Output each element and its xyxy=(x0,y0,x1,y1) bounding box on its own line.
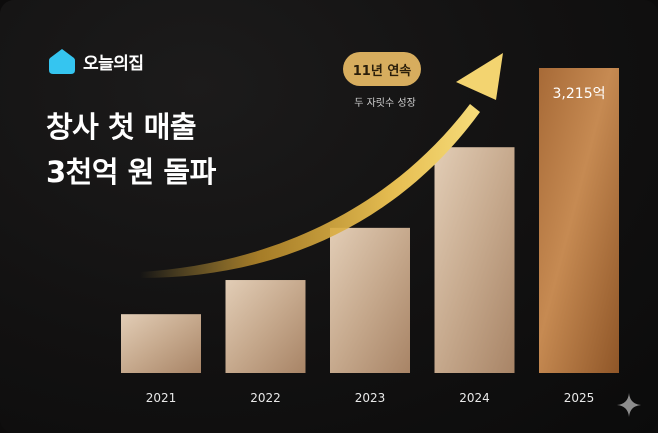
growth-badge: 11년 연속 xyxy=(343,52,421,86)
headline-line-1: 창사 첫 매출 xyxy=(46,110,197,144)
trend-arrow-body xyxy=(140,104,480,278)
headline-line-2: 3천억 원 돌파 xyxy=(46,155,216,189)
x-tick-label: 2025 xyxy=(564,391,595,405)
house-icon xyxy=(49,49,75,74)
bar-2023 xyxy=(330,227,410,373)
bar-2024 xyxy=(434,147,515,373)
brand-name: 오늘의집 xyxy=(83,53,144,74)
x-tick-label: 2021 xyxy=(146,391,177,405)
bar-2022 xyxy=(225,280,306,373)
bar-2021 xyxy=(121,314,201,373)
x-tick-label: 2023 xyxy=(355,391,386,405)
brand: 오늘의집 xyxy=(47,46,144,76)
growth-badge-sublabel: 두 자릿수 성장 xyxy=(354,98,416,109)
sparkle-icon xyxy=(617,393,641,417)
x-tick-label: 2022 xyxy=(250,391,281,405)
bar-2025 xyxy=(539,68,619,373)
x-tick-label: 2024 xyxy=(459,391,490,405)
growth-badge-label: 11년 연속 xyxy=(352,63,412,79)
trend-arrow-head xyxy=(456,53,503,100)
headline: 창사 첫 매출 3천억 원 돌파 xyxy=(46,105,216,195)
data-label: 3,215억 xyxy=(553,86,606,102)
